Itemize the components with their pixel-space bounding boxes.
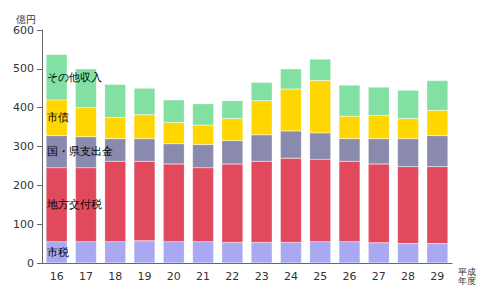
svg-text:23: 23 (255, 270, 269, 283)
svg-text:市税: 市税 (47, 246, 69, 259)
svg-text:0: 0 (27, 257, 34, 270)
svg-text:26: 26 (343, 270, 357, 283)
svg-text:25: 25 (313, 270, 327, 283)
svg-text:28: 28 (401, 270, 415, 283)
svg-text:18: 18 (108, 270, 122, 283)
svg-text:300: 300 (13, 140, 34, 153)
svg-text:国・県支出金: 国・県支出金 (47, 145, 113, 158)
svg-text:27: 27 (372, 270, 386, 283)
svg-text:その他収入: その他収入 (47, 71, 102, 84)
svg-text:600: 600 (13, 24, 34, 37)
svg-text:22: 22 (225, 270, 239, 283)
svg-text:100: 100 (13, 218, 34, 231)
svg-text:地方交付税: 地方交付税 (46, 198, 102, 211)
svg-text:市債: 市債 (47, 111, 69, 124)
svg-text:17: 17 (79, 270, 93, 283)
svg-text:年度: 年度 (458, 276, 476, 286)
svg-text:20: 20 (167, 270, 181, 283)
svg-text:29: 29 (430, 270, 444, 283)
svg-text:21: 21 (196, 270, 210, 283)
svg-text:200: 200 (13, 179, 34, 192)
svg-text:500: 500 (13, 62, 34, 75)
svg-text:24: 24 (284, 270, 298, 283)
svg-text:19: 19 (138, 270, 152, 283)
svg-text:16: 16 (50, 270, 64, 283)
svg-text:平成: 平成 (458, 266, 476, 277)
svg-text:億円: 億円 (16, 14, 36, 26)
svg-text:400: 400 (13, 101, 34, 114)
